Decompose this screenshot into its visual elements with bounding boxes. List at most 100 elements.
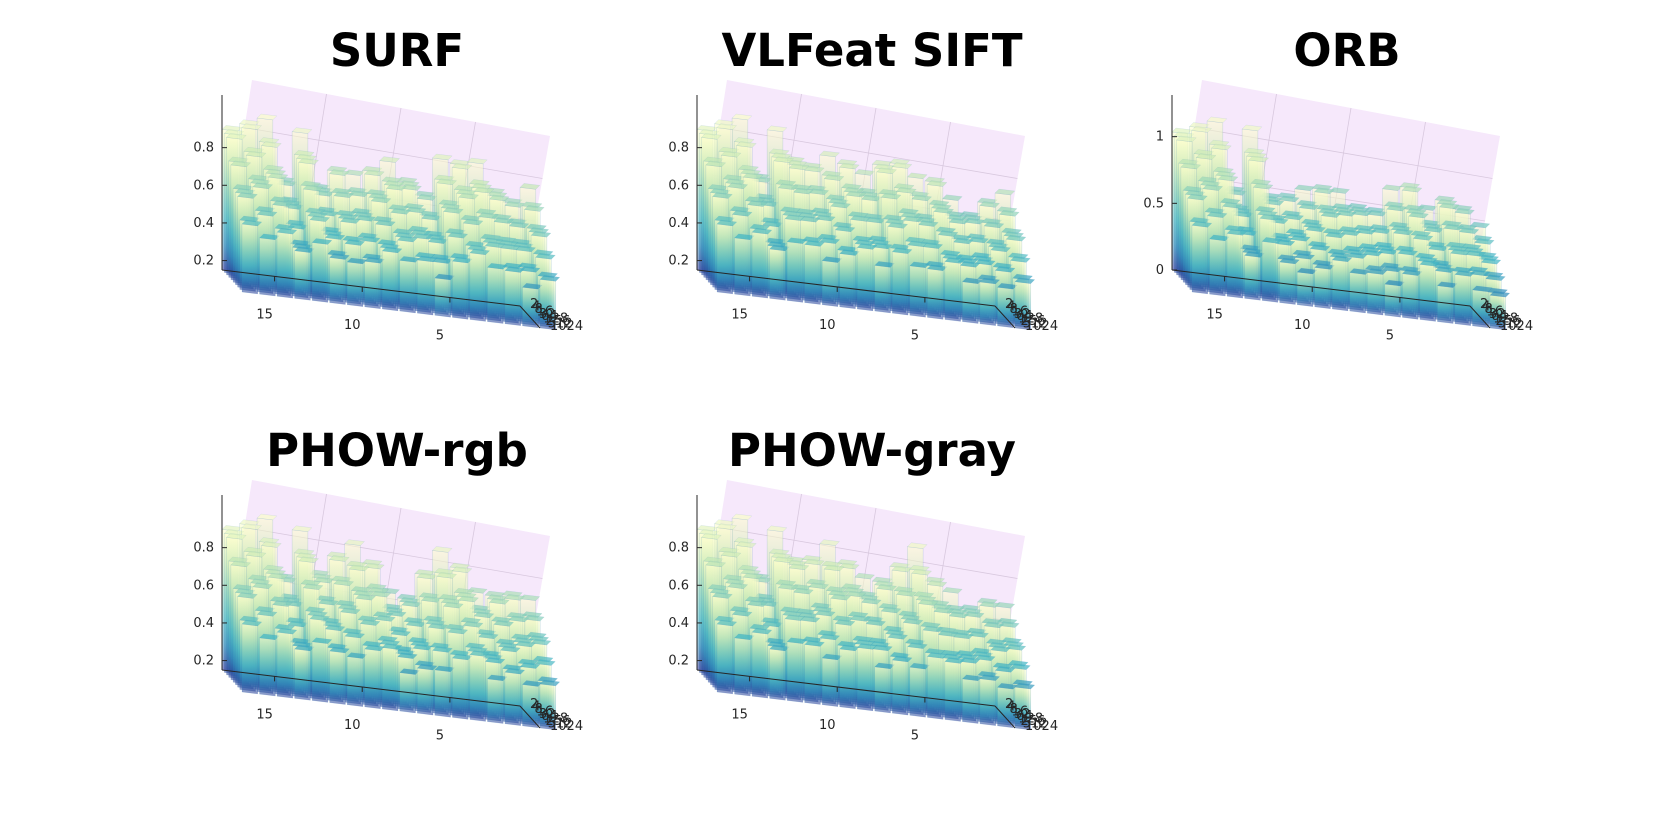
bar-face	[1419, 264, 1436, 322]
bar	[1472, 285, 1493, 329]
x-tick-label: 5	[911, 729, 919, 744]
bar-top	[451, 566, 473, 573]
bar-top	[856, 243, 878, 250]
depth-tick-label: 1024	[1500, 319, 1533, 334]
subplot-surf: SURF 0.2 0.4 0.6 0.8 5 10 15 2 4 8 16 32 64 128 256 512…	[157, 10, 637, 390]
bar	[1401, 269, 1423, 320]
bar-face	[927, 268, 944, 320]
depth-tick-label: 32	[539, 307, 556, 322]
bar	[1279, 257, 1300, 305]
bar-top	[716, 123, 737, 130]
bar	[259, 633, 280, 697]
bar-top	[309, 215, 331, 222]
bar-top	[493, 217, 515, 224]
bar-top	[896, 590, 917, 597]
bar-top	[515, 640, 537, 648]
bar	[874, 261, 895, 314]
bar-top	[1401, 185, 1423, 193]
x-axis-line	[1171, 269, 1471, 307]
bar-top	[751, 627, 773, 635]
bar-top	[324, 624, 346, 632]
bar	[891, 655, 913, 716]
bar	[1296, 267, 1318, 307]
bar	[1261, 237, 1283, 303]
bar-top	[823, 564, 845, 572]
bar-top	[994, 266, 1016, 273]
bar	[1331, 255, 1353, 312]
bar-top	[856, 643, 878, 650]
bar-top	[397, 235, 418, 243]
bar-top	[983, 221, 1005, 229]
bar-top	[731, 610, 753, 617]
bar-face	[1384, 283, 1401, 318]
bar-face	[311, 242, 329, 303]
bar-top	[381, 643, 403, 650]
bar-top	[1259, 214, 1281, 221]
bar-face	[417, 667, 434, 716]
bar	[311, 637, 333, 703]
depth-tick-label: 4	[1482, 299, 1490, 314]
depth-tick-label: 32	[1014, 707, 1031, 722]
bar-top	[524, 614, 545, 622]
bar-top	[907, 240, 928, 247]
bar-top	[276, 227, 298, 235]
bar-face	[417, 259, 434, 316]
bar-top	[1005, 644, 1027, 651]
depth-axis-line	[519, 705, 541, 729]
bar-top	[237, 192, 258, 199]
bar-top	[742, 572, 764, 580]
bar-top	[431, 546, 453, 553]
z-tick-label: 0.6	[193, 178, 214, 193]
bar	[839, 249, 860, 310]
bar-top	[1474, 238, 1495, 245]
bar-top	[401, 184, 422, 191]
bar-top	[937, 230, 959, 237]
bar-top	[1278, 195, 1300, 203]
z-tick-label: 0.8	[193, 141, 214, 156]
bar-top	[488, 598, 510, 605]
bar-top	[504, 266, 526, 273]
bar	[1489, 290, 1511, 331]
bar-top	[1472, 285, 1493, 292]
bar-top	[1290, 235, 1311, 242]
bar	[381, 246, 403, 312]
bar	[1454, 270, 1476, 326]
z-tick-label: 0	[1156, 263, 1164, 278]
bar-top	[906, 542, 928, 549]
bar-face	[329, 650, 346, 705]
depth-tick-label: 32	[539, 707, 556, 722]
bar	[751, 227, 773, 299]
bar-face	[1191, 225, 1209, 295]
depth-tick-label: 64	[1016, 709, 1033, 724]
bar-top	[815, 610, 836, 617]
bar-top	[786, 637, 808, 644]
bar-top	[1294, 253, 1316, 260]
z-tick-label: 0.4	[668, 216, 689, 231]
depth-tick-label: 2	[1005, 697, 1013, 712]
bar-top	[519, 266, 541, 273]
depth-tick-label: 4	[532, 299, 540, 314]
bar-face	[1437, 285, 1454, 324]
bar-top	[845, 190, 867, 198]
bar-top	[731, 113, 753, 121]
bar-top	[918, 220, 939, 227]
bar-face	[927, 656, 944, 720]
bar-top	[451, 163, 473, 170]
depth-tick-label: 16	[537, 304, 554, 319]
bar-top	[860, 598, 882, 605]
bar-top	[959, 657, 981, 664]
depth-tick-label: 32	[1489, 307, 1506, 322]
bar-top	[405, 206, 427, 214]
z-tick-label: 0.5	[1143, 196, 1164, 211]
bar-face	[821, 260, 839, 307]
bar-top	[1335, 210, 1357, 217]
bar-face	[381, 250, 399, 312]
bar-top	[291, 525, 313, 532]
bar-top	[1408, 211, 1429, 219]
depth-tick-label: 2	[530, 697, 538, 712]
bar	[997, 683, 1018, 729]
bar-top	[1279, 257, 1300, 265]
depth-tick-label: 256	[1496, 314, 1521, 329]
bar	[821, 653, 843, 707]
bar-top	[329, 253, 350, 260]
